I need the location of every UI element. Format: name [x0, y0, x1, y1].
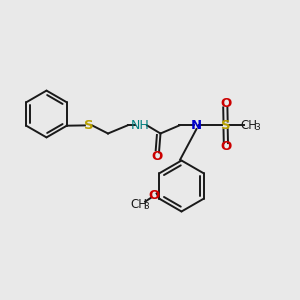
Text: S: S — [84, 119, 93, 132]
Text: O: O — [148, 189, 159, 202]
Text: O: O — [220, 97, 231, 110]
Text: CH: CH — [241, 119, 257, 132]
Text: NH: NH — [131, 119, 150, 132]
Text: N: N — [191, 119, 202, 132]
Text: O: O — [151, 149, 162, 163]
Text: CH: CH — [130, 197, 147, 211]
Text: O: O — [220, 140, 231, 154]
Text: S: S — [221, 119, 230, 132]
Text: 3: 3 — [254, 123, 260, 132]
Text: 3: 3 — [143, 202, 149, 211]
